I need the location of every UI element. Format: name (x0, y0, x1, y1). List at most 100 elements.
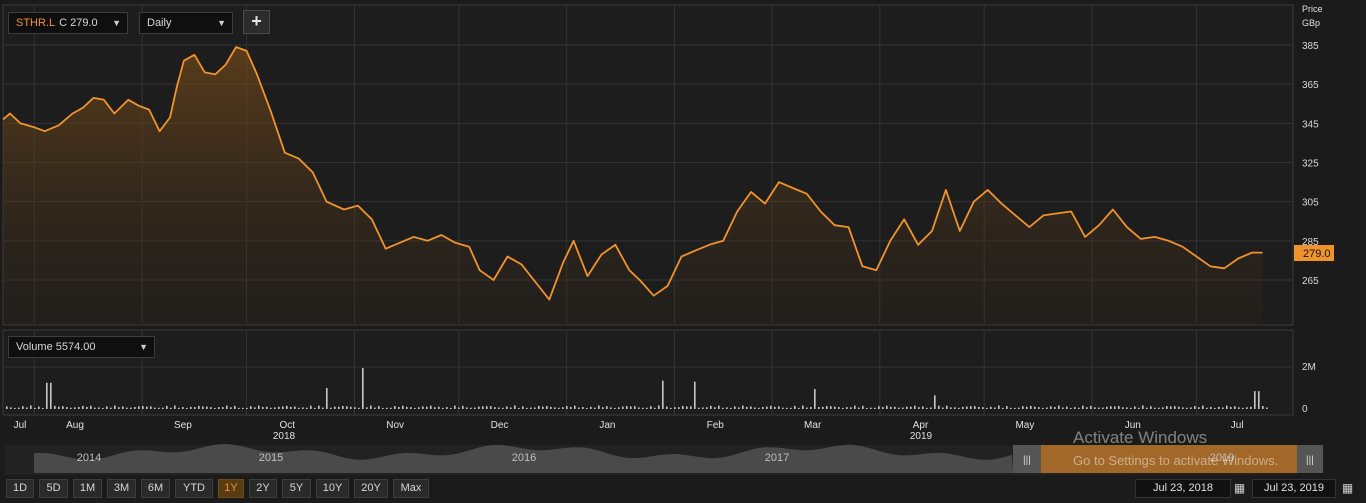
price-line[interactable] (2, 46, 1263, 301)
volume-bar (802, 405, 804, 409)
volume-bar (202, 406, 204, 409)
volume-axis: 2M 0 (1302, 362, 1316, 415)
volume-bar (74, 407, 76, 409)
range-button-5y[interactable]: 5Y (282, 479, 311, 498)
month-label: Mar (804, 420, 822, 431)
volume-bar (402, 405, 404, 409)
grip-icon: ||| (1306, 455, 1314, 466)
volume-bar (362, 368, 364, 409)
volume-bar (1106, 406, 1108, 409)
range-button-ytd[interactable]: YTD (175, 479, 213, 498)
navigator-left-handle[interactable] (1013, 445, 1041, 473)
volume-bar (322, 407, 324, 409)
volume-bar (842, 407, 844, 409)
volume-bar (1178, 406, 1180, 409)
volume-bar (418, 407, 420, 409)
range-button-6m[interactable]: 6M (141, 479, 170, 498)
volume-bar (386, 407, 388, 409)
volume-bar (994, 407, 996, 409)
navigator-year-label: 2017 (765, 452, 789, 464)
volume-bar (690, 406, 692, 409)
volume-bar (290, 406, 292, 409)
add-indicator-button[interactable]: + (243, 10, 270, 34)
volume-bar (218, 407, 220, 409)
calendar-icon[interactable]: ▦ (1341, 481, 1354, 495)
navigator-right-handle[interactable] (1297, 445, 1323, 473)
navigator-years: 2014 2015 2016 2017 2019 (77, 452, 1234, 464)
symbol-dropdown[interactable]: STHR.L C 279.0 ▼ (8, 12, 128, 34)
month-label: Dec (491, 420, 509, 431)
range-button-1d[interactable]: 1D (6, 479, 34, 498)
volume-bar (950, 407, 952, 409)
month-label: Jul (1231, 420, 1244, 431)
volume-bar (338, 406, 340, 409)
volume-bar (374, 407, 376, 409)
start-date-field[interactable]: Jul 23, 2018 (1135, 479, 1231, 498)
volume-bar (1046, 407, 1048, 409)
volume-bar (194, 407, 196, 409)
volume-bar (1038, 407, 1040, 409)
volume-bar (82, 405, 84, 409)
range-button-20y[interactable]: 20Y (354, 479, 388, 498)
volume-dropdown[interactable]: Volume 5574.00 ▼ (8, 336, 155, 358)
volume-bar (1190, 407, 1192, 409)
range-button-max[interactable]: Max (393, 479, 429, 498)
volume-bar (1066, 406, 1068, 409)
volume-bar (726, 407, 728, 409)
navigator-strip[interactable]: ||| ||| (5, 444, 1323, 475)
volume-bar (786, 407, 788, 409)
volume-bar (642, 407, 644, 409)
activate-windows-subtitle: Go to Settings to activate Windows. (1073, 453, 1279, 468)
volume-bar (1242, 407, 1244, 409)
calendar-icon[interactable]: ▦ (1233, 481, 1246, 495)
volume-bar (350, 406, 352, 409)
volume-bar (30, 405, 32, 409)
volume-bar (174, 405, 176, 409)
volume-bar (286, 405, 288, 409)
volume-bar (1030, 405, 1032, 409)
volume-bar (794, 405, 796, 409)
volume-bar (966, 406, 968, 409)
month-label: Apr (913, 420, 929, 431)
volume-bar (550, 406, 552, 409)
volume-bar (1010, 407, 1012, 409)
volume-bar (10, 407, 12, 409)
volume-bar (610, 407, 612, 409)
volume-bar (318, 405, 320, 409)
range-button-3m[interactable]: 3M (107, 479, 136, 498)
range-button-10y[interactable]: 10Y (316, 479, 349, 498)
range-button-1y[interactable]: 1Y (218, 479, 244, 498)
volume-bar (930, 407, 932, 409)
interval-dropdown[interactable]: Daily ▼ (139, 12, 233, 34)
range-button-5d[interactable]: 5D (39, 479, 68, 498)
volume-bar (970, 406, 972, 409)
volume-bar (1210, 406, 1212, 409)
end-date-field[interactable]: Jul 23, 2019 (1252, 479, 1336, 498)
volume-bar (714, 407, 716, 409)
volume-bar (478, 406, 480, 409)
volume-bar (302, 407, 304, 409)
volume-bar (1098, 407, 1100, 409)
price-area-fill (3, 47, 1263, 325)
volume-bar (470, 407, 472, 409)
interval-label: Daily (147, 17, 172, 29)
volume-bar (474, 407, 476, 409)
volume-bar (742, 405, 744, 409)
volume-bar (582, 407, 584, 409)
volume-bar (1174, 406, 1176, 409)
volume-bar (750, 406, 752, 409)
volume-bar (186, 407, 188, 409)
volume-bar (902, 407, 904, 409)
volume-bar (510, 407, 512, 409)
volume-bar (502, 407, 504, 409)
volume-bar (1142, 405, 1144, 409)
range-button-2y[interactable]: 2Y (249, 479, 277, 498)
volume-bar (458, 407, 460, 409)
volume-bar (126, 407, 128, 409)
volume-bar (910, 406, 912, 409)
price-axis-title: Price (1302, 4, 1323, 14)
volume-bar (538, 405, 540, 409)
navigator-selection[interactable] (1013, 445, 1323, 473)
range-button-1m[interactable]: 1M (73, 479, 102, 498)
